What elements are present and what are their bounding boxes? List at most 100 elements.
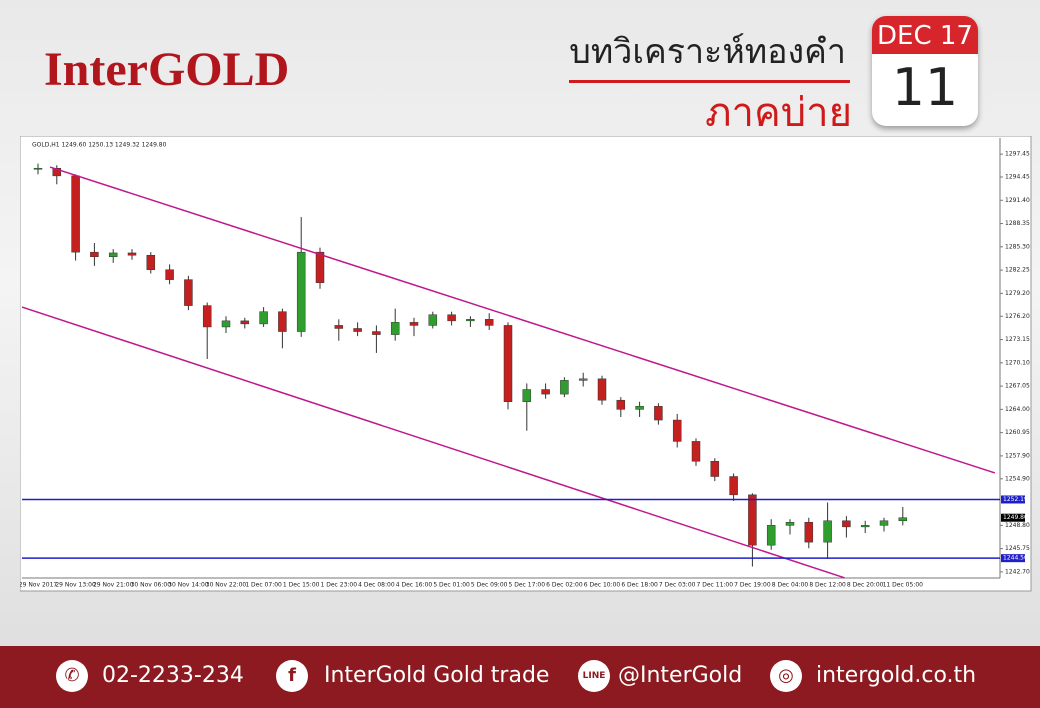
x-tick-label: 4 Dec 16:00 [396,582,433,589]
y-tick-label: 1267.05 [1005,383,1030,390]
candle-body [259,311,268,325]
candle-body [390,322,400,335]
trendline [49,166,996,474]
x-tick-label: 7 Dec 03:00 [659,582,696,589]
candle-body [503,325,513,402]
footer: ✆ 02-2233-234 f InterGold Gold trade LIN… [0,646,1040,708]
x-tick-label: 30 Nov 06:00 [131,582,172,589]
title: บทวิเคราะห์ทองคำ [569,24,850,83]
candle-body [766,525,776,546]
x-tick-label: 7 Dec 19:00 [734,582,771,589]
subtitle: ภาคบ่าย [705,90,852,136]
candle-body [522,389,532,402]
x-tick-label: 30 Nov 14:00 [168,582,209,589]
calendar: DEC 17 11 [872,16,978,126]
candle-body [578,378,588,381]
price-tag-label: 1252.19 [1003,496,1028,503]
candle-body [202,305,212,328]
x-tick-label: 8 Dec 12:00 [809,582,846,589]
x-tick-label: 30 Nov 22:00 [206,582,247,589]
x-tick-label: 8 Dec 04:00 [772,582,809,589]
price-tag-label: 1244.50 [1003,555,1028,562]
candle-body [315,251,325,283]
x-tick-label: 6 Dec 18:00 [621,582,658,589]
candle-body [710,461,720,477]
phone: 02-2233-234 [102,663,244,688]
last-price-tag [1001,513,1025,522]
y-tick-label: 1270.10 [1005,359,1030,366]
y-tick-label: 1264.00 [1005,406,1030,413]
candle-body [541,389,550,395]
web-icon: ◎ [770,660,802,692]
y-tick-label: 1288.35 [1005,220,1030,227]
trendline [21,306,845,579]
candle-body [221,320,231,328]
y-tick-label: 1257.90 [1005,452,1030,459]
candle-body [729,476,738,496]
candle-body [296,251,306,332]
line-icon: LINE [578,660,610,692]
candle-body [691,441,701,462]
candle-body [146,254,156,270]
y-tick-label: 1294.45 [1005,174,1030,181]
candle-body [127,252,137,256]
x-tick-label: 29 Nov 2017 [20,582,57,589]
calendar-day: 11 [891,58,959,118]
price-tag [1001,554,1025,563]
x-tick-label: 5 Dec 17:00 [509,582,546,589]
facebook-icon: f [276,660,308,692]
y-tick-label: 1297.45 [1005,151,1030,158]
y-tick-label: 1276.20 [1005,313,1030,320]
y-tick-label: 1245.75 [1005,545,1030,552]
candle-body [334,325,344,329]
y-tick-label: 1248.80 [1005,522,1030,529]
candle-body [842,520,851,528]
candle-body [748,494,757,546]
chart: GOLD,H1 1249.60 1250.13 1249.32 1249.80 … [20,136,1032,592]
line-id: @InterGold [618,663,743,688]
candle-body [108,252,118,257]
candle-body [860,525,870,528]
candle-body [278,311,287,332]
candle-body [447,314,456,322]
last-price-label: 1249.80 [1003,514,1028,521]
candle-body [33,167,43,170]
x-tick-label: 6 Dec 02:00 [546,582,583,589]
candle-body [804,522,814,543]
phone-icon: ✆ [56,660,88,692]
candle-body [635,406,644,410]
candle-body [52,167,62,177]
price-tag [1001,495,1025,504]
candle-body [560,380,569,395]
candle-body [823,520,832,543]
candle-body [484,319,494,326]
y-tick-label: 1285.30 [1005,243,1030,250]
y-tick-label: 1242.70 [1005,568,1030,575]
x-tick-label: 6 Dec 10:00 [584,582,621,589]
y-tick-label: 1260.95 [1005,429,1030,436]
facebook: InterGold Gold trade [324,663,550,688]
candle-body [409,322,419,326]
y-tick-label: 1291.40 [1005,197,1030,204]
x-tick-label: 4 Dec 08:00 [358,582,395,589]
candle-body [353,328,362,332]
logo: InterGOLD [44,43,290,96]
candle-body [165,269,174,280]
y-tick-label: 1282.25 [1005,267,1030,274]
candle-body [654,406,663,421]
website: intergold.co.th [816,663,977,688]
candle-body [672,419,682,442]
candle-body [372,331,381,335]
x-tick-label: 7 Dec 11:00 [697,582,734,589]
x-tick-label: 5 Dec 01:00 [433,582,470,589]
candle-body [71,175,80,253]
calendar-month: DEC 17 [872,16,978,54]
x-tick-label: 29 Nov 13:00 [55,582,96,589]
candle-body [184,279,193,306]
candle-body [616,399,626,410]
candle-body [898,517,908,522]
x-tick-label: 1 Dec 07:00 [245,582,282,589]
y-tick-label: 1273.15 [1005,336,1030,343]
chart-title: GOLD,H1 1249.60 1250.13 1249.32 1249.80 [32,142,167,149]
